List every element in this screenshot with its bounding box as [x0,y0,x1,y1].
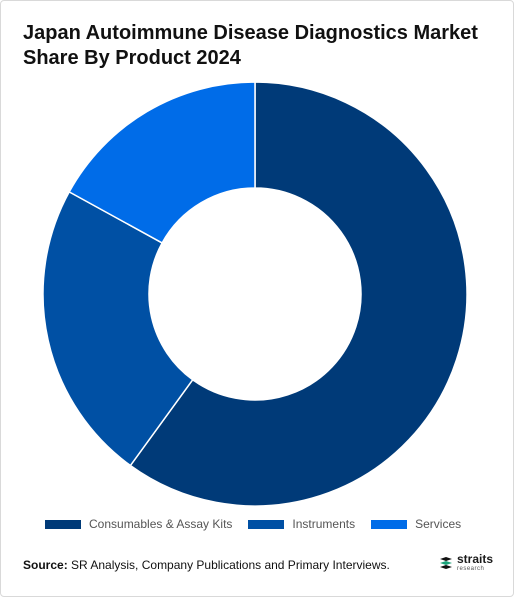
legend-item-consumables[interactable]: Consumables & Assay Kits [45,517,232,531]
chart-legend: Consumables & Assay Kits Instruments Ser… [45,517,477,531]
legend-swatch-services [371,519,408,529]
legend-label-instruments: Instruments [292,517,356,531]
source-label: Source [23,558,64,572]
source-text: SR Analysis, Company Publications and Pr… [71,558,390,572]
source-note: Source: SR Analysis, Company Publication… [23,558,390,572]
donut-slice-services[interactable] [68,81,256,244]
legend-label-consumables: Consumables & Assay Kits [89,517,233,531]
legend-item-services[interactable]: Services [371,517,461,531]
donut-slice-consumables-assay-kits[interactable] [129,81,468,507]
legend-label-services: Services [415,517,462,531]
brand-subtitle: research [457,566,485,572]
legend-swatch-consumables [45,519,81,529]
legend-item-instruments[interactable]: Instruments [248,517,355,531]
legend-swatch-instruments [248,519,285,529]
donut-slice-instruments[interactable] [42,190,194,467]
brand-logo: straits research [438,553,493,572]
brand-name: straits [457,552,494,566]
straits-logo-icon [440,556,452,569]
chart-title: Japan Autoimmune Disease Diagnostics Mar… [23,22,478,69]
